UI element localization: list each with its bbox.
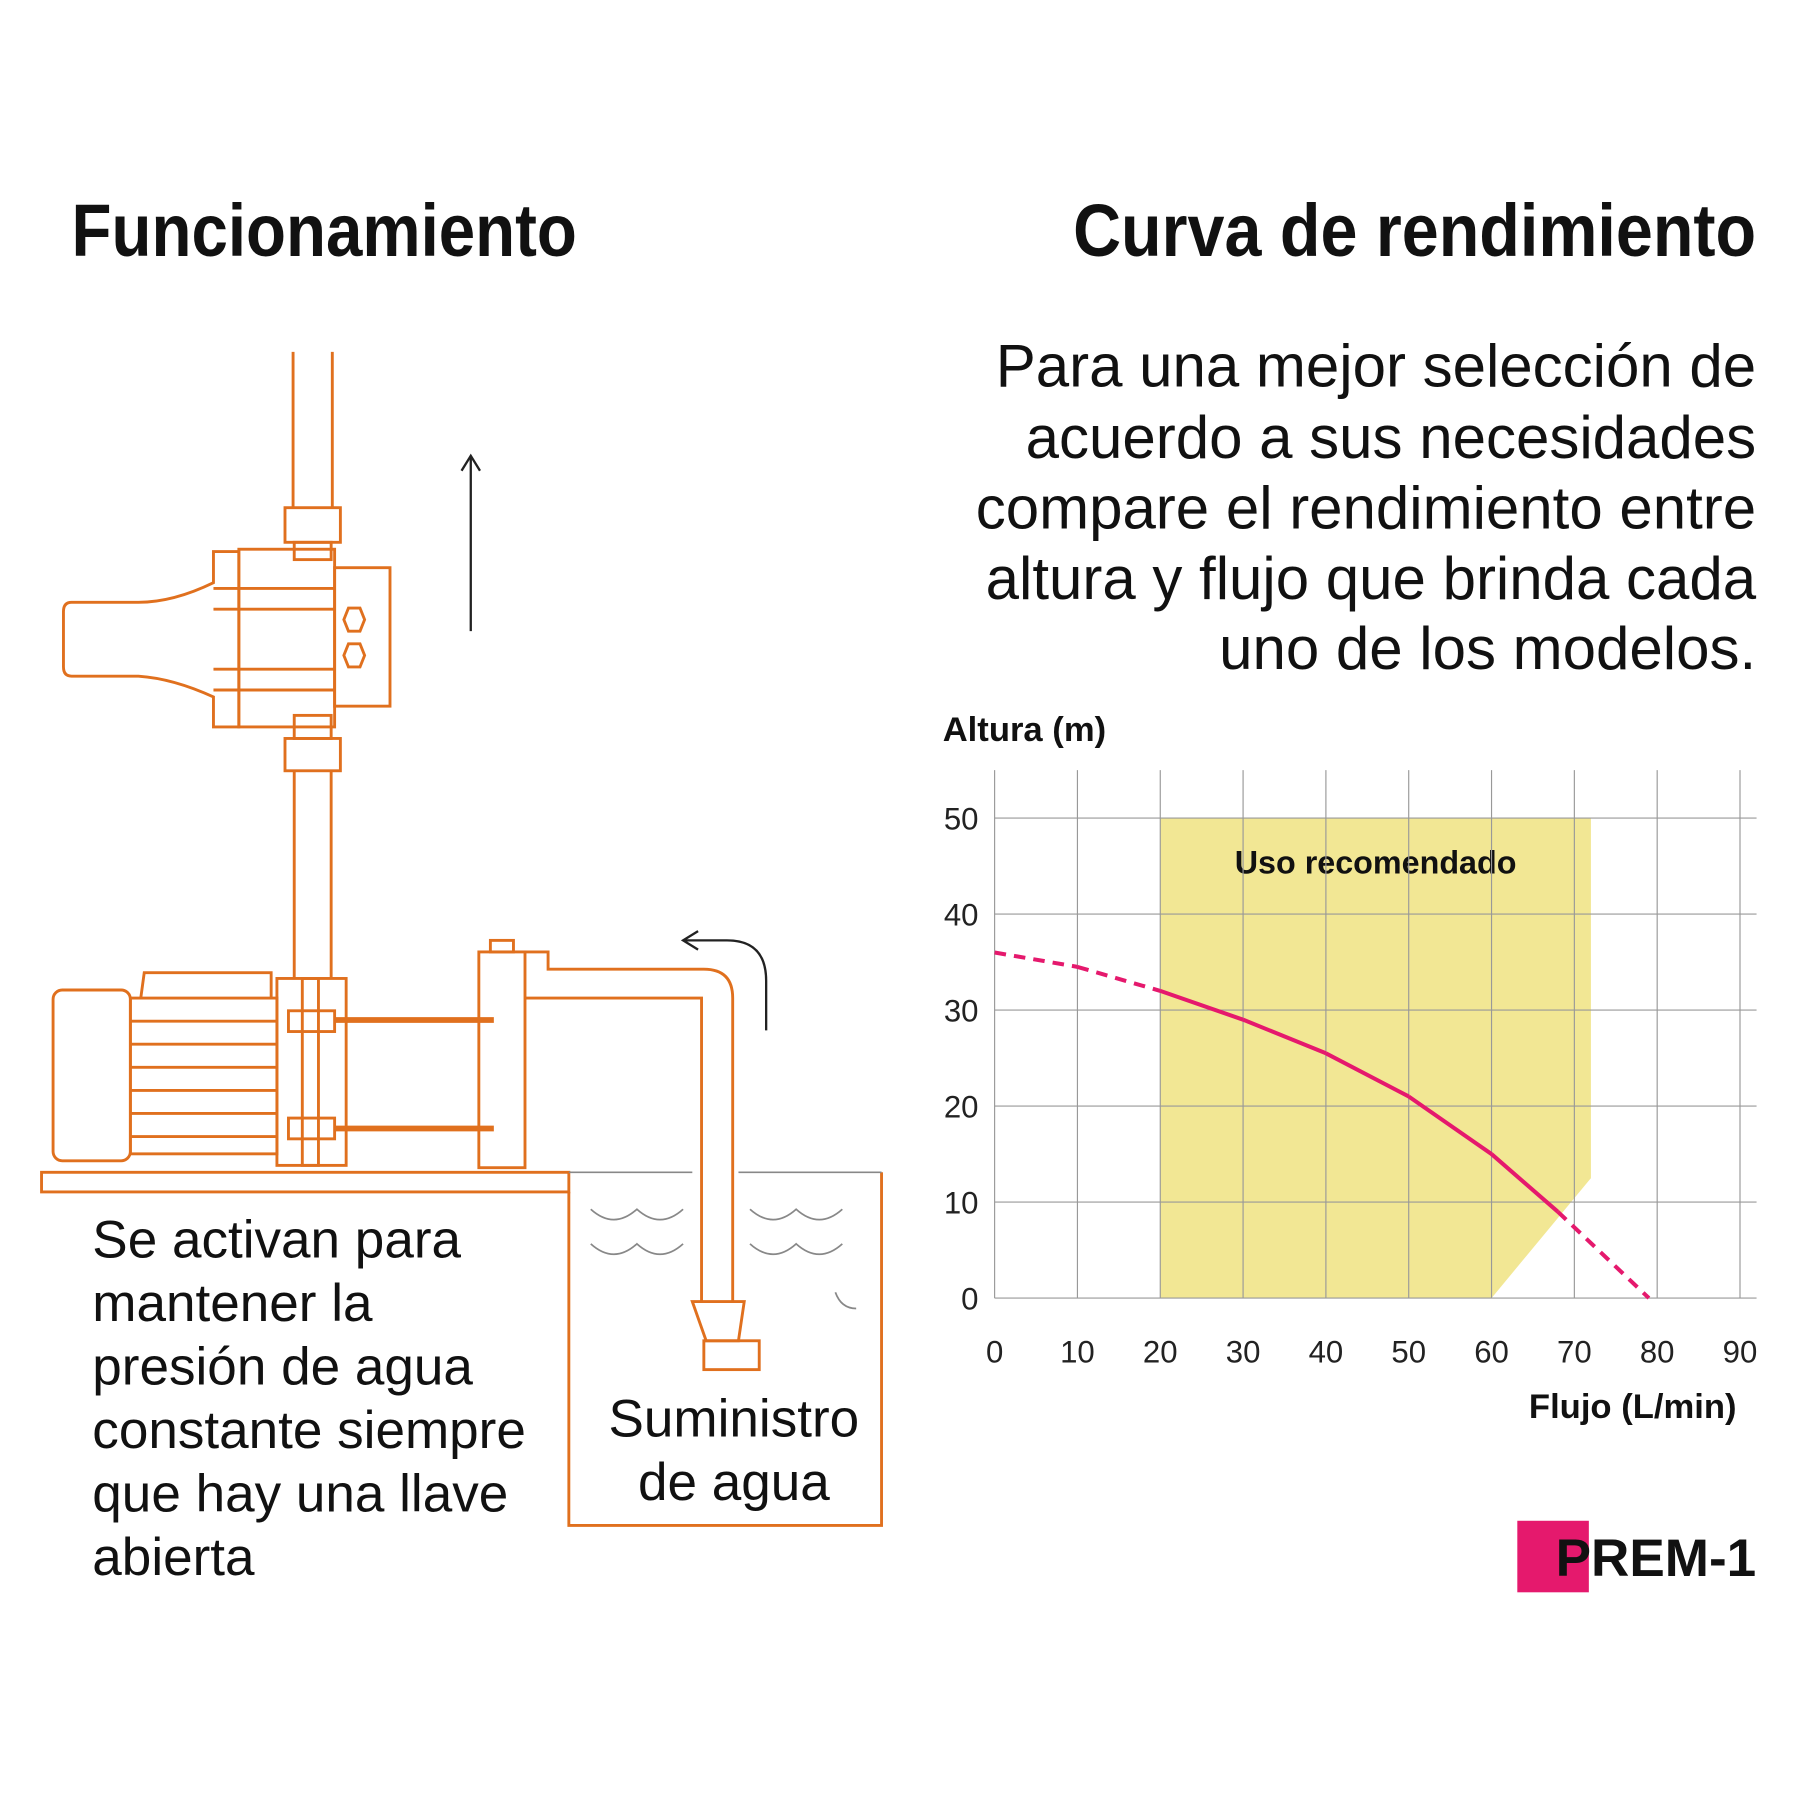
description-line: presión de agua: [92, 1338, 473, 1397]
recommended-area: [1160, 818, 1591, 1299]
y-tick-label: 50: [944, 802, 979, 837]
curve-segment: [994, 950, 1078, 969]
description-line: altura y flujo que brinda cada: [986, 545, 1757, 612]
description-line: uno de los modelos.: [1219, 615, 1756, 682]
description-line: Para una mejor selección de: [996, 333, 1756, 400]
right-title: Curva de rendimiento: [1073, 189, 1756, 272]
x-tick-label: 90: [1723, 1335, 1758, 1370]
x-tick-label: 20: [1143, 1335, 1178, 1370]
curve-segment: [1076, 964, 1161, 993]
description-line: abierta: [92, 1528, 255, 1587]
legend-swatch: [1517, 1520, 1589, 1593]
x-tick-label: 70: [1557, 1335, 1592, 1370]
legend-label: PREM-1: [1556, 1529, 1757, 1588]
description-line: mantener la: [92, 1274, 373, 1333]
y-tick-label: 30: [944, 994, 979, 1029]
x-axis-label: Flujo (L/min): [1529, 1388, 1737, 1426]
curve-segment: [1159, 988, 1244, 1022]
supply-label: Suministro: [609, 1390, 860, 1449]
description-line: constante siempre: [92, 1401, 526, 1460]
curve-segment: [1407, 1094, 1493, 1156]
curve-segment: [1490, 1152, 1560, 1214]
description-line: acuerdo a sus necesidades: [1026, 404, 1757, 471]
y-tick-label: 40: [944, 898, 979, 933]
x-tick-label: 60: [1474, 1335, 1509, 1370]
left-title: Funcionamiento: [72, 189, 577, 272]
chart: Uso recomendado 0 10 20 30 40 50 60 70 80 90 0 10 20 3…: [943, 711, 1758, 1593]
y-axis-label: Altura (m): [943, 711, 1106, 749]
left-description: Se activan para mantener la presión de a…: [92, 1211, 526, 1587]
description-line: Se activan para: [92, 1211, 461, 1270]
water: [568, 1171, 882, 1310]
x-tick-label: 50: [1391, 1335, 1426, 1370]
x-tick-label: 30: [1226, 1335, 1261, 1370]
flow-arrows: [460, 453, 768, 1031]
description-line: que hay una llave: [92, 1465, 508, 1524]
y-tick-label: 10: [944, 1186, 979, 1221]
description-line: compare el rendimiento entre: [976, 474, 1756, 541]
pump-illustration: [40, 351, 883, 1527]
area-label: Uso recomendado: [1235, 844, 1517, 880]
right-description: Para una mejor selección de acuerdo a su…: [976, 333, 1757, 683]
curve-segment: [1556, 1210, 1651, 1300]
x-tick-label: 80: [1640, 1335, 1675, 1370]
supply-label: de agua: [638, 1453, 830, 1512]
y-tick-label: 20: [944, 1090, 979, 1125]
y-tick-label: 0: [961, 1282, 978, 1317]
x-tick-label: 10: [1060, 1335, 1095, 1370]
curve-segment: [1324, 1051, 1410, 1099]
x-tick-label: 0: [986, 1335, 1003, 1370]
x-tick-label: 40: [1309, 1335, 1344, 1370]
curve-segment: [1242, 1017, 1327, 1056]
